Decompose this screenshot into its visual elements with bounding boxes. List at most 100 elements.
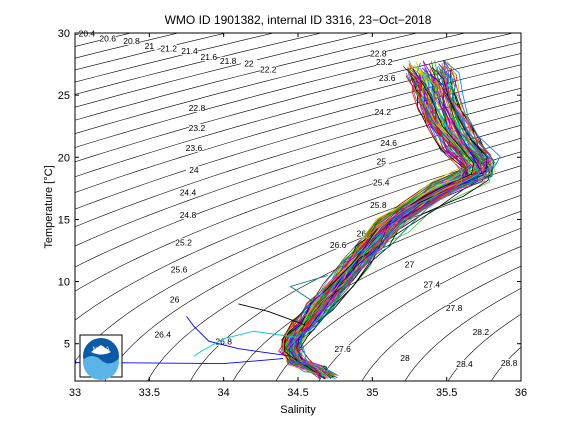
isopycnal-label-bg [373, 157, 390, 166]
profile-line [283, 68, 475, 380]
isopycnal-label: 21.4 [181, 46, 198, 56]
isopycnal-label-bg [141, 41, 158, 50]
isopycnal-label-bg [401, 260, 418, 269]
isopycnal-label: 25.4 [373, 178, 390, 188]
isopycnal-label-bg [379, 74, 396, 83]
profile-line [282, 81, 462, 378]
isopycnal-label-bg [380, 138, 397, 147]
isopycnal-line [318, 246, 521, 381]
isopycnal-line [75, 99, 521, 247]
isopycnal-label: 21.8 [220, 56, 237, 66]
isopycnal-label-bg [188, 104, 205, 113]
x-tick-label: 33 [69, 387, 81, 399]
isopycnal-label: 20.6 [99, 33, 116, 43]
isopycnal-label: 24.2 [374, 107, 391, 117]
isopycnal-line [75, 33, 419, 121]
isopycnal-label-bg [374, 107, 391, 116]
isopycnal-label-bg [185, 143, 202, 152]
y-tick-label: 25 [58, 90, 70, 102]
isopycnal-label: 23.6 [186, 143, 203, 153]
isopycnal-label-bg [370, 49, 387, 58]
isopycnal-label-bg [456, 360, 473, 369]
isopycnal-label-bg [330, 240, 347, 249]
isopycnal-line [75, 33, 323, 95]
profile-excursion-line [289, 274, 328, 302]
x-axis-label: Salinity [280, 404, 316, 416]
isopycnal-label: 22 [244, 58, 254, 68]
isopycnal-label-bg [356, 229, 373, 238]
y-tick-label: 5 [64, 339, 70, 351]
isopycnal-line [75, 64, 521, 193]
isopycnal-line [75, 33, 371, 108]
isopycnal-line [75, 87, 521, 228]
profile-line [288, 74, 484, 379]
x-tick-label: 33.5 [139, 387, 160, 399]
x-tick-label: 34 [218, 387, 230, 399]
isopycnal-label-bg [334, 345, 351, 354]
isopycnal-label: 25.8 [370, 200, 387, 210]
isopycnal-label-bg [373, 178, 390, 187]
isopycnal-line [75, 76, 521, 210]
profile-lines [75, 59, 501, 380]
isopycnal-label: 21.6 [201, 52, 218, 62]
profile-excursion-line [238, 303, 306, 326]
isopycnal-line [275, 227, 521, 381]
x-tick-label: 34.5 [287, 387, 308, 399]
isopycnal-label-bg [215, 337, 232, 346]
isopycnal-label: 24.8 [180, 210, 197, 220]
isopycnal-label: 23.2 [189, 123, 206, 133]
isopycnal-label: 22.8 [370, 48, 387, 58]
logo-bird-icon [91, 345, 111, 355]
noaa-logo: NOAA [79, 334, 123, 380]
isopycnal-labels: 20.4 20.6 20.8 21 21.2 21.421.6 21.8 2222.222.8… [79, 28, 518, 369]
isopycnal-label: 26 [170, 294, 180, 304]
isopycnal-label-bg [185, 166, 202, 175]
isopycnal-label-bg [397, 353, 414, 362]
isopycnal-label: 22.2 [260, 65, 277, 75]
isopycnal-line [232, 210, 521, 381]
isopycnal-label-bg [99, 34, 116, 43]
isopycnal-label: 25.2 [175, 237, 192, 247]
isopycnal-label: 25.6 [171, 265, 188, 275]
isopycnal-line [75, 33, 515, 148]
isopycnal-label: 20.8 [123, 36, 140, 46]
y-axis-label: Temperature [°C] [43, 165, 55, 248]
isopycnal-label-bg [370, 201, 387, 209]
isopycnal-label-bg [260, 65, 277, 74]
isopycnal-label-bg [123, 36, 140, 45]
isopycnal-label-bg [181, 46, 198, 55]
isopycnal-label-bg [175, 238, 192, 247]
profile-line [290, 65, 495, 376]
isopycnal-label: 24 [189, 165, 199, 175]
isopycnal-line [75, 137, 521, 321]
y-tick-label: 30 [58, 28, 70, 40]
profile-excursion-line [186, 316, 291, 357]
isopycnal-line [75, 33, 275, 83]
isopycnal-label: 28.8 [501, 358, 518, 368]
isopycnal-label-bg [446, 304, 463, 313]
isopycnal-label: 26.4 [154, 329, 171, 339]
isopycnal-label: 27.4 [424, 280, 441, 290]
profile-line [292, 70, 480, 379]
isopycnal-label: 26.2 [357, 229, 374, 239]
isopycnal-label-bg [166, 295, 183, 304]
isopycnal-label-bg [160, 44, 177, 53]
isopycnal-label: 24.4 [180, 188, 197, 198]
profile-excursion-line [193, 330, 299, 357]
x-tick-label: 36 [515, 387, 527, 399]
isopycnal-label-bg [240, 59, 257, 68]
isopycnal-label-bg [154, 330, 171, 339]
profile-excursion-line [75, 358, 284, 365]
isopycnal-label: 28.2 [473, 327, 490, 337]
isopycnal-label: 25 [377, 157, 387, 167]
isopycnal-label: 22.8 [189, 103, 206, 113]
isopycnal-label: 24.6 [380, 138, 397, 148]
isopycnal-label-bg [179, 188, 196, 197]
isopycnal-label: 27 [405, 260, 415, 270]
isopycnal-label: 21.2 [160, 43, 177, 53]
isopycnal-label: 28 [400, 353, 410, 363]
isopycnal-line [447, 313, 521, 381]
isopycnal-line [75, 33, 467, 134]
isopycnal-label-bg [179, 210, 196, 219]
